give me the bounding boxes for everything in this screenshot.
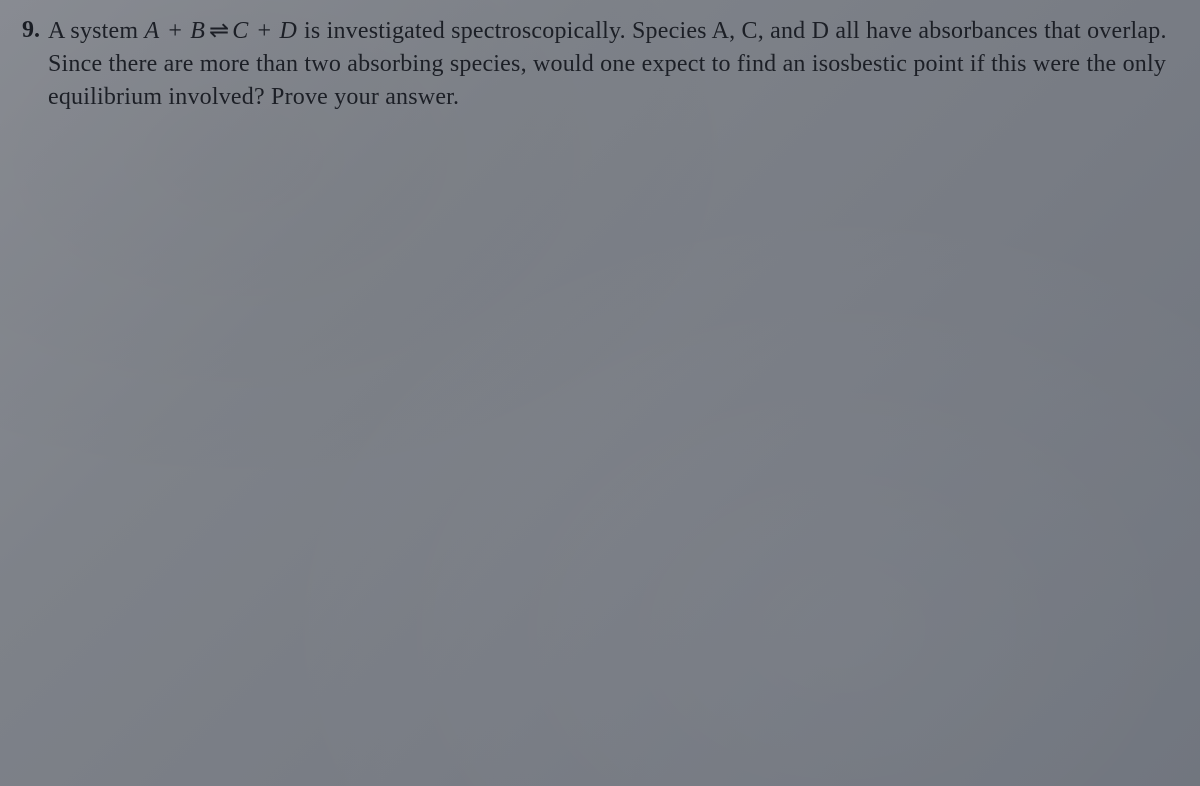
- math-plus-2: +: [251, 18, 277, 44]
- text-segment-intro: A system: [48, 18, 144, 44]
- problem-number: 9.: [22, 14, 40, 46]
- problem-container: 9. A system A + B⇌C + D is investigated …: [22, 14, 1180, 114]
- equilibrium-arrow-icon: ⇌: [209, 14, 229, 47]
- problem-body: A system A + B⇌C + D is investigated spe…: [48, 14, 1180, 114]
- math-variable-d: D: [279, 18, 297, 44]
- math-variable-b: B: [190, 18, 206, 44]
- page-background-texture: [0, 0, 1200, 786]
- math-plus-1: +: [162, 18, 188, 44]
- math-variable-a: A: [144, 18, 160, 44]
- math-variable-c: C: [232, 18, 249, 44]
